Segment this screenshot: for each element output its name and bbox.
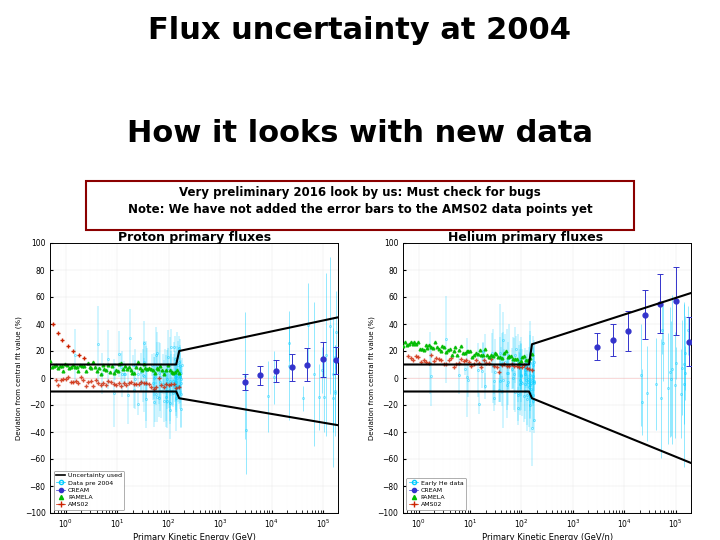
Legend: Early He data, CREAM, PAMELA, AMS02: Early He data, CREAM, PAMELA, AMS02: [406, 478, 466, 510]
Text: How it looks with new data: How it looks with new data: [127, 119, 593, 148]
X-axis label: Primary Kinetic Energy (GeV): Primary Kinetic Energy (GeV): [133, 533, 256, 540]
X-axis label: Primary Kinetic Energy (GeV/n): Primary Kinetic Energy (GeV/n): [482, 533, 613, 540]
Text: Proton primary fluxes: Proton primary fluxes: [118, 231, 271, 244]
Text: Note: We have not added the error bars to the AMS02 data points yet: Note: We have not added the error bars t…: [127, 202, 593, 215]
Y-axis label: Deviation from central fit value (%): Deviation from central fit value (%): [15, 316, 22, 440]
Y-axis label: Deviation from central fit value (%): Deviation from central fit value (%): [368, 316, 374, 440]
Text: Helium primary fluxes: Helium primary fluxes: [448, 231, 603, 244]
Text: Very preliminary 2016 look by us: Must check for bugs: Very preliminary 2016 look by us: Must c…: [179, 186, 541, 199]
Text: Flux uncertainty at 2004: Flux uncertainty at 2004: [148, 16, 572, 45]
Legend: Uncertainty used, Data pre 2004, CREAM, PAMELA, AMS02: Uncertainty used, Data pre 2004, CREAM, …: [53, 470, 125, 510]
